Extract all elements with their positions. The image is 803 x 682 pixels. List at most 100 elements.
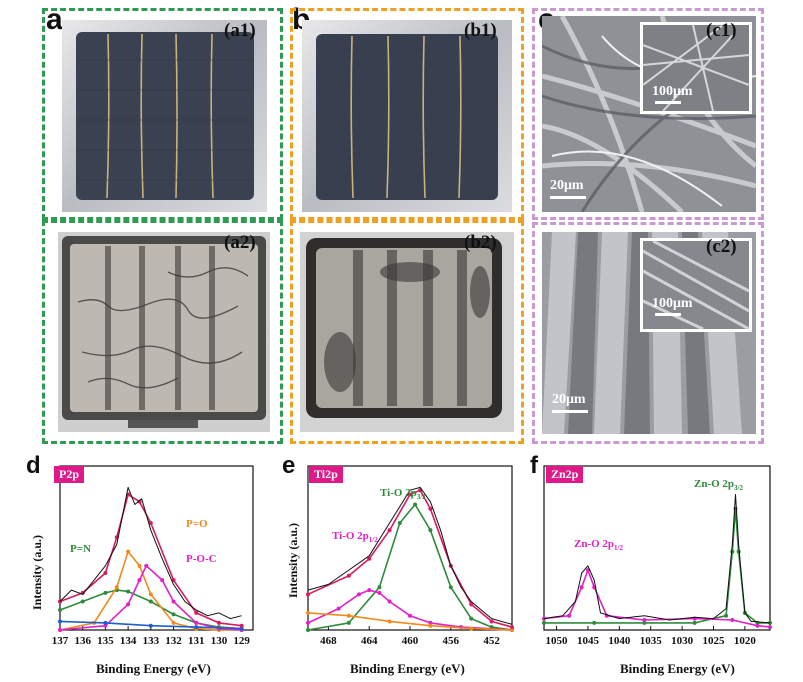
panel-letter-d: d — [26, 452, 41, 479]
chart-f-xtick-label: 1030 — [671, 635, 694, 647]
chart-d-data-point — [137, 578, 142, 583]
chart-d-data-point — [103, 570, 108, 575]
chart-f-data-point — [567, 613, 572, 618]
label-b1: (b1) — [464, 20, 497, 41]
chart-d-xtick-label: 134 — [120, 635, 137, 647]
scale-label-c2: 20μm — [552, 392, 586, 407]
chart-d-series-line — [59, 565, 242, 631]
label-b2: (b2) — [464, 232, 497, 253]
chart-e-series-line — [307, 612, 513, 631]
chart-e-xtick-label: 468 — [320, 635, 337, 647]
chart-d-data-point — [126, 589, 131, 594]
chart-e-xtick-label: 460 — [402, 635, 419, 647]
chart-e-data-point — [306, 628, 310, 632]
chart-f-data-point — [692, 620, 697, 625]
chart-d-xtick-label: 129 — [233, 635, 250, 647]
label-c2: (c2) — [706, 236, 737, 257]
chart-e-data-point — [306, 592, 310, 597]
panel-c1-frame — [532, 8, 764, 220]
solar-cell-photo-a1 — [62, 20, 267, 212]
chart-f-data-point — [736, 549, 741, 554]
chart-d-xlabel: Binding Energy (eV) — [96, 661, 211, 676]
scale-bar-c1-inset — [655, 101, 681, 104]
chart-d-xtick-label: 136 — [74, 635, 91, 647]
solar-cell-photo-b1 — [302, 20, 512, 212]
chart-d-data-point — [194, 625, 199, 630]
chart-e-annotation-2p12-sub: 1/2 — [368, 536, 378, 545]
chart-e-data-point — [408, 492, 412, 497]
chart-f-frame — [543, 465, 771, 631]
chart-d-data-point — [148, 599, 153, 604]
chart-e-data-point — [448, 585, 453, 590]
chart-e-annotation-2p32-sub: 3/2 — [416, 493, 426, 502]
chart-e-series-line — [307, 486, 513, 625]
chart-e-xtick-label: 464 — [361, 635, 378, 647]
panel-b1-frame — [290, 8, 524, 220]
chart-f-data-point — [724, 613, 729, 618]
chart-e-data-point — [469, 602, 474, 607]
chart-e-data-point — [346, 620, 351, 625]
sem-inset-c1 — [640, 22, 752, 114]
chart-e-xlabel: Binding Energy (eV) — [350, 661, 465, 676]
chart-d-data-point — [216, 620, 221, 625]
chart-d-data-point — [144, 563, 149, 568]
chart-d-data-point — [194, 610, 199, 615]
chart-d-data-point — [58, 608, 62, 613]
chart-f-xtick-label: 1020 — [734, 635, 757, 647]
chart-f-annotation-2p32-text: Zn-O 2p — [694, 478, 735, 490]
chart-e-plot: 468 464 460 456 452 — [306, 465, 514, 647]
chart-f-xtick-label: 1050 — [546, 635, 569, 647]
chart-f-xtick-label: 1045 — [577, 635, 600, 647]
chart-f-tag: Zn2p — [546, 466, 584, 483]
chart-d-series-line — [59, 486, 242, 620]
chart-d-data-point — [103, 623, 108, 628]
chart-d-xtick-label: 130 — [211, 635, 228, 647]
panel-b2-frame — [290, 220, 524, 444]
chart-f-data-point — [730, 618, 735, 623]
chart-e-data-point — [469, 616, 474, 621]
panel-letter-f: f — [530, 452, 538, 479]
chart-f-data-point — [642, 620, 647, 625]
chart-e-data-point — [306, 610, 310, 615]
chart-d-xtick-label: 135 — [97, 635, 114, 647]
chart-e-data-point — [408, 613, 412, 618]
chart-e-series-line — [307, 589, 513, 631]
chart-d-annotation-poc: P-O-C — [186, 553, 217, 565]
chart-d-data-point — [103, 620, 108, 625]
chart-e-annotation-2p32: Ti-O 2p3/2 — [380, 487, 426, 501]
chart-d-data-point — [114, 585, 119, 590]
burned-cell-photo-b2 — [300, 232, 514, 432]
chart-d-data-point — [126, 602, 131, 607]
chart-e-data-point — [306, 620, 310, 625]
chart-d-data-point — [171, 599, 176, 604]
chart-e-data-point — [428, 506, 433, 511]
chart-e-data-point — [357, 592, 361, 597]
chart-e-data-point — [489, 619, 494, 624]
chart-e-data-point — [377, 590, 382, 595]
chart-e-data-point — [510, 628, 514, 632]
scale-bar-c1 — [550, 196, 586, 199]
chart-d-xtick-label: 133 — [143, 635, 160, 647]
scale-label-c1-inset: 100μm — [652, 84, 693, 99]
chart-d-xtick-label: 131 — [188, 635, 205, 647]
chart-d-data-point — [126, 549, 131, 554]
chart-f-xtick-label: 1040 — [608, 635, 631, 647]
chart-f-series-line — [543, 494, 771, 624]
chart-d-data-point — [137, 563, 142, 568]
chart-d-data-point — [171, 612, 176, 617]
chart-e-data-point — [397, 521, 402, 526]
chart-f-annotation-2p32: Zn-O 2p3/2 — [694, 478, 743, 492]
chart-e-data-point — [428, 528, 433, 533]
chart-e-data-point — [413, 502, 418, 507]
panel-c2-frame — [532, 222, 764, 444]
chart-e-data-point — [428, 620, 433, 625]
chart-d-data-point — [171, 620, 176, 625]
chart-f-data-point — [542, 620, 546, 625]
chart-e-annotation-2p12-text: Ti-O 2p — [332, 530, 369, 542]
chart-e-data-point — [367, 556, 372, 561]
chart-f-annotation-2p12-text: Zn-O 2p — [574, 538, 615, 550]
chart-f-plot: 1050 1045 1040 1035 1030 1025 1020 — [542, 465, 772, 647]
chart-d-data-point — [148, 623, 153, 628]
chart-e-data-point — [346, 573, 351, 578]
label-c1: (c1) — [706, 20, 737, 41]
